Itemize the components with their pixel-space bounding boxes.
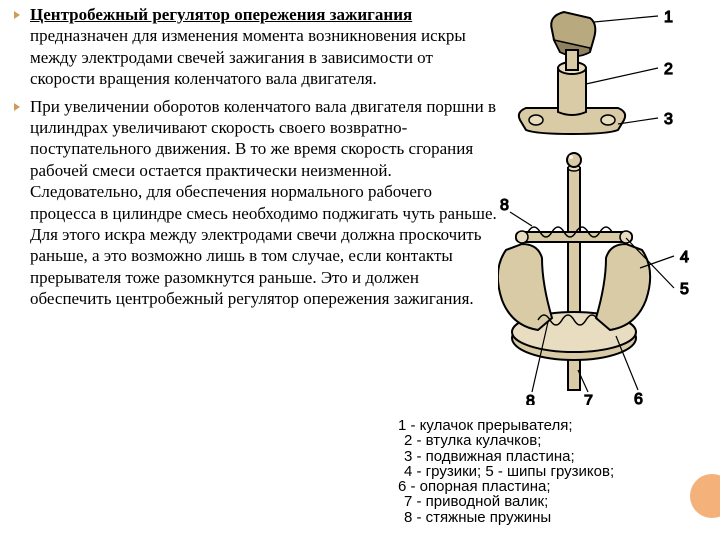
legend-line: 6 - опорная пластина; — [398, 479, 708, 494]
legend-line: 2 - втулка кулачков; — [398, 433, 708, 448]
legend-line: 3 - подвижная пластина; — [398, 449, 708, 464]
callout-8-bottom: 8 — [526, 393, 535, 405]
callout-7: 7 — [584, 393, 593, 405]
legend-line: 1 - кулачок прерывателя; — [398, 418, 708, 433]
para2: При увеличении оборотов коленчатого вала… — [30, 97, 497, 309]
legend-line: 8 - стяжные пружины — [398, 510, 708, 525]
weight-right — [596, 244, 650, 330]
legend: 1 - кулачок прерывателя; 2 - втулка кула… — [398, 418, 708, 525]
text-column: Центробежный регулятор опережения зажига… — [12, 4, 502, 316]
list-item: Центробежный регулятор опережения зажига… — [12, 4, 502, 90]
para1-rest: предназначен для изменения момента возни… — [30, 26, 466, 88]
cross-bar — [516, 231, 632, 243]
bullet-list: Центробежный регулятор опережения зажига… — [12, 4, 502, 310]
callout-1: 1 — [664, 9, 673, 26]
weight-left — [498, 244, 552, 330]
legend-line: 4 - грузики; 5 - шипы грузиков; — [398, 464, 708, 479]
term: Центробежный регулятор опережения зажига… — [30, 5, 412, 24]
callout-5: 5 — [680, 281, 689, 298]
callout-2: 2 — [664, 61, 673, 78]
cam — [551, 12, 595, 70]
callout-8-top: 8 — [500, 197, 509, 214]
slide: Центробежный регулятор опережения зажига… — [0, 0, 720, 540]
list-item: При увеличении оборотов коленчатого вала… — [12, 96, 502, 310]
diagram: 1 2 3 4 5 6 7 8 — [498, 0, 720, 405]
callout-6: 6 — [634, 391, 643, 405]
callout-3: 3 — [664, 111, 673, 128]
callout-4: 4 — [680, 249, 689, 266]
legend-line: 7 - приводной валик; — [398, 494, 708, 509]
diagram-svg: 1 2 3 4 5 6 7 8 — [498, 0, 720, 405]
